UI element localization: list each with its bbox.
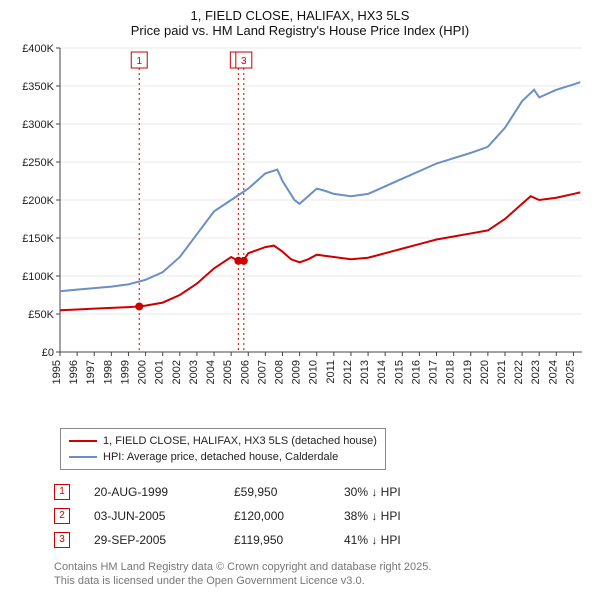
svg-text:2006: 2006 <box>239 360 251 384</box>
svg-text:2009: 2009 <box>291 360 303 384</box>
svg-text:£50K: £50K <box>28 309 54 321</box>
svg-text:1: 1 <box>136 56 142 67</box>
svg-text:£100K: £100K <box>22 271 54 283</box>
svg-text:2016: 2016 <box>410 360 422 384</box>
svg-text:£300K: £300K <box>22 119 54 131</box>
svg-text:2008: 2008 <box>273 360 285 384</box>
svg-text:£150K: £150K <box>22 233 54 245</box>
sale-row-2: 2 03-JUN-2005 £120,000 38% ↓ HPI <box>54 504 588 528</box>
svg-text:2003: 2003 <box>188 360 200 384</box>
svg-text:1999: 1999 <box>119 360 131 384</box>
svg-text:2022: 2022 <box>513 360 525 384</box>
svg-text:1998: 1998 <box>102 360 114 384</box>
sale-row-3: 3 29-SEP-2005 £119,950 41% ↓ HPI <box>54 528 588 552</box>
svg-text:2017: 2017 <box>428 360 440 384</box>
svg-text:£250K: £250K <box>22 157 54 169</box>
svg-text:2014: 2014 <box>376 360 388 384</box>
svg-text:2024: 2024 <box>547 360 559 384</box>
chart-subtitle: Price paid vs. HM Land Registry's House … <box>12 23 588 38</box>
sale-price-2: £120,000 <box>234 504 344 528</box>
svg-text:£350K: £350K <box>22 81 54 93</box>
line-chart: £0 £50K £100K £150K £200K £250K £300K £350K £400… <box>12 42 588 422</box>
sale-note-3: 41% ↓ HPI <box>344 528 401 552</box>
legend-label-1: 1, FIELD CLOSE, HALIFAX, HX3 5LS (detach… <box>103 433 377 449</box>
legend-label-2: HPI: Average price, detached house, Cald… <box>103 449 338 465</box>
sale-row-1: 1 20-AUG-1999 £59,950 30% ↓ HPI <box>54 480 588 504</box>
svg-text:£400K: £400K <box>22 43 54 55</box>
sale-price-3: £119,950 <box>234 528 344 552</box>
svg-text:2023: 2023 <box>530 360 542 384</box>
marker-1: 1 <box>54 484 70 500</box>
svg-text:2021: 2021 <box>496 360 508 384</box>
legend: 1, FIELD CLOSE, HALIFAX, HX3 5LS (detach… <box>60 428 386 470</box>
footer-line-2: This data is licensed under the Open Gov… <box>54 574 588 588</box>
svg-text:2007: 2007 <box>256 360 268 384</box>
sale-note-1: 30% ↓ HPI <box>344 480 401 504</box>
svg-text:£0: £0 <box>42 347 54 359</box>
svg-text:2011: 2011 <box>325 360 337 384</box>
svg-text:2005: 2005 <box>222 360 234 384</box>
marker-3: 3 <box>54 532 70 548</box>
marker-2: 2 <box>54 508 70 524</box>
sale-date-1: 20-AUG-1999 <box>94 480 234 504</box>
svg-text:2000: 2000 <box>137 360 149 384</box>
svg-text:2012: 2012 <box>342 360 354 384</box>
sale-date-3: 29-SEP-2005 <box>94 528 234 552</box>
svg-text:1997: 1997 <box>85 360 97 384</box>
svg-text:£200K: £200K <box>22 195 54 207</box>
svg-text:1996: 1996 <box>68 360 80 384</box>
chart-title: 1, FIELD CLOSE, HALIFAX, HX3 5LS <box>12 8 588 23</box>
svg-text:2015: 2015 <box>393 360 405 384</box>
svg-text:2002: 2002 <box>171 360 183 384</box>
footer-line-1: Contains HM Land Registry data © Crown c… <box>54 560 588 574</box>
svg-text:2010: 2010 <box>308 360 320 384</box>
svg-text:2018: 2018 <box>445 360 457 384</box>
legend-item-1: 1, FIELD CLOSE, HALIFAX, HX3 5LS (detach… <box>69 433 377 449</box>
legend-item-2: HPI: Average price, detached house, Cald… <box>69 449 377 465</box>
svg-text:2013: 2013 <box>359 360 371 384</box>
svg-text:2019: 2019 <box>462 360 474 384</box>
sale-note-2: 38% ↓ HPI <box>344 504 401 528</box>
svg-text:3: 3 <box>241 56 247 67</box>
sale-date-2: 03-JUN-2005 <box>94 504 234 528</box>
sales-table: 1 20-AUG-1999 £59,950 30% ↓ HPI 2 03-JUN… <box>54 480 588 552</box>
sale-price-1: £59,950 <box>234 480 344 504</box>
svg-text:2004: 2004 <box>205 360 217 384</box>
svg-text:2020: 2020 <box>479 360 491 384</box>
svg-text:2001: 2001 <box>154 360 166 384</box>
svg-text:1995: 1995 <box>51 360 63 384</box>
svg-text:2025: 2025 <box>564 360 576 384</box>
